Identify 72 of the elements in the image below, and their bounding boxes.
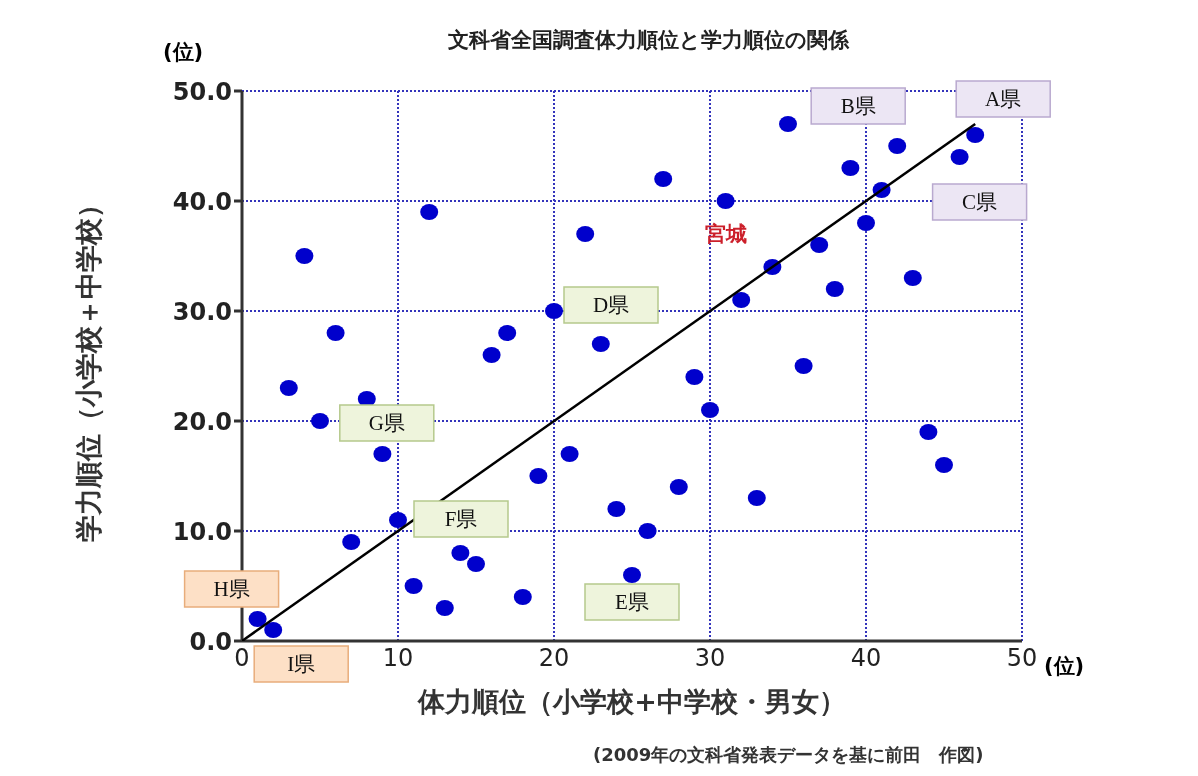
annotation: 宮城 (704, 222, 747, 246)
point (966, 127, 985, 143)
x-tick-label: 0 (234, 644, 250, 673)
point (794, 358, 813, 374)
y-tick-label: 0.0 (189, 627, 232, 656)
annotation: B県 (840, 94, 876, 118)
x-tick-label: 10 (382, 644, 414, 673)
point (420, 204, 439, 220)
point (935, 457, 953, 473)
point (857, 215, 875, 231)
point (950, 149, 969, 165)
point (342, 534, 361, 550)
point (576, 226, 595, 242)
point (701, 402, 719, 418)
point (295, 248, 314, 264)
point (389, 512, 407, 528)
point (825, 281, 844, 297)
point (545, 303, 563, 319)
annotation: D県 (592, 293, 630, 317)
point (779, 116, 797, 132)
point (248, 611, 267, 627)
text: (位) (163, 39, 204, 66)
annotation: C県 (962, 190, 998, 214)
y-tick-label: 50.0 (172, 77, 232, 106)
annotation: F県 (444, 507, 478, 531)
point (841, 160, 860, 176)
y-tick-label: 40.0 (172, 187, 232, 216)
point (888, 138, 907, 154)
x-tick-label: 20 (538, 644, 570, 673)
point (311, 413, 329, 429)
point (404, 578, 423, 594)
point (498, 325, 517, 341)
y-tick-label: 20.0 (172, 407, 232, 436)
annotation: I県 (287, 652, 316, 676)
point (373, 446, 392, 462)
chart-title: 文科省全国調査体力順位と学力順位の関係 (446, 27, 850, 54)
point (716, 193, 735, 209)
point (451, 545, 470, 561)
annotation: G県 (368, 411, 405, 435)
x-tick-label: 40 (850, 644, 882, 673)
text: (2009年の文科省発表データを基に前田 作図) (593, 743, 984, 767)
point (591, 336, 610, 352)
text: (位) (1044, 653, 1085, 680)
point (810, 237, 829, 253)
point (638, 523, 657, 539)
point (467, 556, 485, 572)
point (326, 325, 345, 341)
point (279, 380, 298, 396)
annotation: H県 (213, 577, 250, 601)
point (903, 270, 922, 286)
x-tick-label: 30 (694, 644, 726, 673)
point (513, 589, 532, 605)
point (529, 468, 548, 484)
point (685, 369, 704, 385)
y-tick-label: 30.0 (172, 297, 232, 326)
x-axis-title: 体力順位（小学校+中学校・男女） (417, 686, 846, 717)
point (482, 347, 501, 363)
point (623, 567, 641, 583)
point (919, 424, 938, 440)
point (732, 292, 751, 308)
point (264, 622, 283, 638)
point (669, 479, 688, 495)
point (607, 501, 626, 517)
point (560, 446, 579, 462)
x-tick-label: 50 (1006, 644, 1038, 673)
annotation: A県 (985, 87, 1022, 111)
y-axis-title: 学力順位（小学校＋中学校） (72, 190, 104, 542)
point (435, 600, 454, 616)
point (747, 490, 766, 506)
annotation: E県 (615, 590, 649, 614)
point (654, 171, 673, 187)
y-tick-label: 10.0 (172, 517, 232, 546)
